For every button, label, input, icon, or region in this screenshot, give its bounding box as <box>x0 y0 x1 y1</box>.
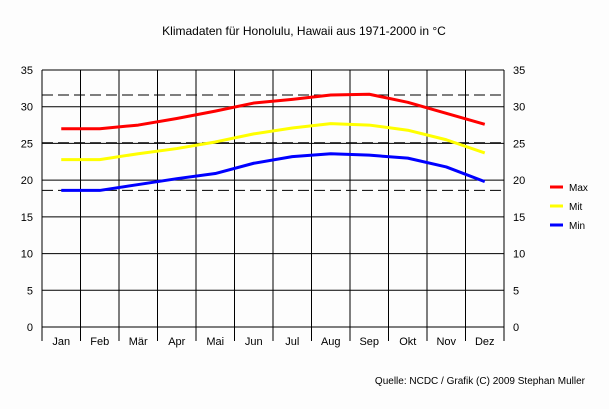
x-tick-label: Jan <box>52 336 70 348</box>
series-line-mit <box>61 122 486 162</box>
legend: Max Mit Min <box>550 183 588 232</box>
x-tick-label: Apr <box>168 336 185 348</box>
y-tick-label-right: 25 <box>513 138 525 150</box>
legend-label-mit: Mit <box>569 202 583 213</box>
y-tick-label-right: 35 <box>513 65 525 77</box>
chart-title: Klimadaten für Honolulu, Hawaii aus 1971… <box>162 24 446 38</box>
y-tick-label-left: 15 <box>21 212 33 224</box>
axes: 0 0 5 5 10 10 15 15 20 20 25 25 30 30 35 35 Jan Feb Mär Apr… <box>21 65 526 348</box>
series-line-max <box>61 92 486 131</box>
x-tick-label: Mär <box>129 336 148 348</box>
y-tick-label-left: 10 <box>21 249 33 261</box>
y-tick-label-right: 10 <box>513 249 525 261</box>
x-tick-label: Feb <box>90 336 109 348</box>
y-tick-label-right: 30 <box>513 102 525 114</box>
y-tick-label-right: 0 <box>513 322 519 334</box>
x-tick-label: Okt <box>399 336 416 348</box>
y-tick-label-left: 35 <box>21 65 33 77</box>
y-tick-label-left: 30 <box>21 102 33 114</box>
x-tick-label: Jun <box>245 336 263 348</box>
series-lines <box>61 92 486 192</box>
y-tick-label-right: 20 <box>513 175 525 187</box>
y-tick-label-left: 20 <box>21 175 33 187</box>
x-tick-label: Jul <box>285 336 299 348</box>
source-note: Quelle: NCDC / Grafik (C) 2009 Stephan M… <box>375 376 586 387</box>
legend-label-min: Min <box>569 221 585 232</box>
y-tick-label-left: 0 <box>27 322 33 334</box>
x-tick-label: Aug <box>321 336 341 348</box>
y-tick-label-left: 25 <box>21 138 33 150</box>
series-line-min <box>61 152 486 192</box>
x-tick-label: Sep <box>359 336 379 348</box>
y-tick-label-left: 5 <box>27 285 33 297</box>
legend-label-max: Max <box>569 183 588 194</box>
y-tick-label-right: 15 <box>513 212 525 224</box>
reference-lines <box>42 94 504 191</box>
x-tick-label: Nov <box>436 336 456 348</box>
x-tick-label: Dez <box>475 336 495 348</box>
x-tick-label: Mai <box>206 336 224 348</box>
y-tick-label-right: 5 <box>513 285 519 297</box>
